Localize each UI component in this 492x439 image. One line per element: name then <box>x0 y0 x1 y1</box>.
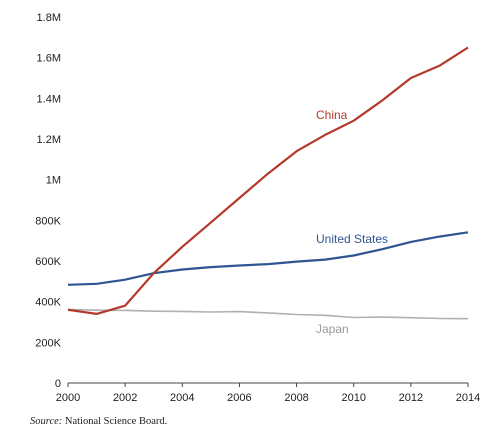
y-tick-label: 400K <box>35 297 61 309</box>
series-lines <box>67 46 469 320</box>
series-label-united-states: United States <box>316 232 388 246</box>
y-tick-label: 1.4M <box>37 93 61 105</box>
x-tick-label: 2002 <box>113 392 137 404</box>
x-axis-ticks: 2000 2002 2004 2006 2008 2010 2012 2014 <box>56 383 480 404</box>
x-tick-label: 2008 <box>284 392 308 404</box>
x-tick-label: 2004 <box>170 392 194 404</box>
x-tick-label: 2014 <box>456 392 480 404</box>
y-tick-label: 1M <box>46 175 61 187</box>
x-tick-label: 2006 <box>227 392 251 404</box>
y-tick-label: 1.2M <box>37 134 61 146</box>
x-tick-label: 2000 <box>56 392 80 404</box>
y-tick-label: 200K <box>35 337 61 349</box>
y-axis-ticks: 0 200K 400K 600K 800K 1M 1.2M 1.4M 1.6M 1.8M <box>35 12 61 390</box>
x-tick-label: 2012 <box>399 392 423 404</box>
source-label: Source: <box>30 416 63 427</box>
series-label-japan: Japan <box>316 322 349 336</box>
source-note: Source: National Science Board. <box>30 416 167 427</box>
y-tick-label: 1.6M <box>37 53 61 65</box>
series-line-china <box>67 46 469 315</box>
x-tick-label: 2010 <box>341 392 365 404</box>
series-label-china: China <box>316 108 348 122</box>
y-tick-label: 0 <box>55 378 61 390</box>
y-tick-label: 1.8M <box>37 12 61 24</box>
series-line-united-states <box>67 231 469 286</box>
series-line-japan <box>67 308 469 320</box>
y-tick-label: 600K <box>35 256 61 268</box>
y-tick-label: 800K <box>35 215 61 227</box>
source-text: National Science Board. <box>62 416 168 427</box>
